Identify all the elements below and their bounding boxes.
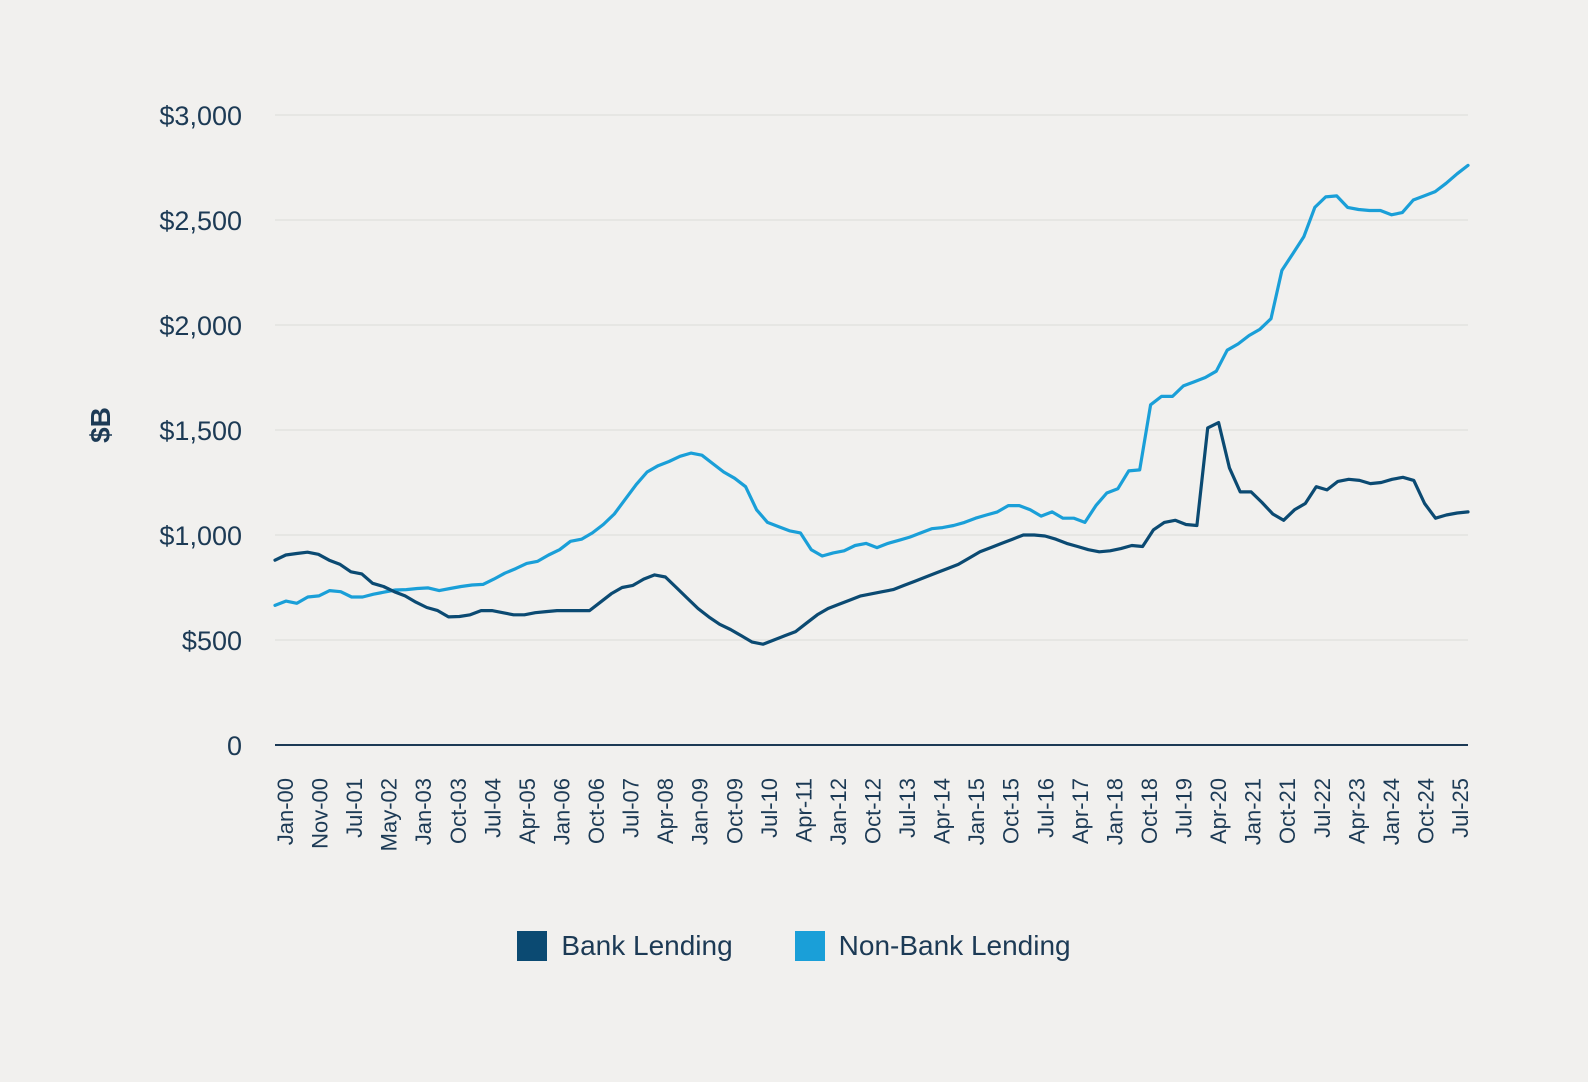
x-tick-label: Jan-06	[549, 778, 574, 845]
y-tick-label: $1,000	[159, 521, 242, 551]
x-tick-label: Oct-03	[446, 778, 471, 844]
gridlines	[275, 114, 1468, 641]
x-tick-label: Jan-09	[688, 778, 713, 845]
y-axis-label: $B	[85, 407, 116, 443]
legend-label-bank: Bank Lending	[561, 930, 733, 961]
x-tick-label: Jan-12	[826, 778, 851, 845]
x-tick-label: Apr-17	[1068, 778, 1093, 844]
legend-swatch-bank	[517, 931, 548, 961]
x-tick-label: Jul-16	[1033, 778, 1058, 838]
x-tick-label: Jul-13	[895, 778, 920, 838]
x-tick-label: Jul-07	[619, 778, 644, 838]
x-tick-label: Oct-06	[584, 778, 609, 844]
x-tick-label: Apr-08	[653, 778, 678, 844]
series-line	[273, 421, 1470, 646]
legend-label-non-bank: Non-Bank Lending	[838, 930, 1071, 961]
y-tick-label: $500	[182, 626, 242, 656]
x-tick-label: Oct-21	[1275, 778, 1300, 844]
legend-item-non-bank: Non-Bank Lending	[794, 930, 1071, 962]
y-tick-label: $1,500	[159, 416, 242, 446]
x-tick-label: Oct-18	[1137, 778, 1162, 844]
x-tick-label: Jul-25	[1448, 778, 1473, 838]
y-tick-label: $3,000	[159, 101, 242, 131]
x-tick-label: Jan-00	[273, 778, 298, 845]
legend-item-bank: Bank Lending	[517, 930, 733, 962]
x-tick-label: Apr-11	[791, 778, 816, 842]
x-tick-label: Jan-18	[1102, 778, 1127, 845]
x-tick-label: Apr-05	[515, 778, 540, 844]
x-tick-label: Jan-21	[1241, 778, 1266, 845]
x-tick-label: Oct-12	[861, 778, 886, 844]
y-tick-label: 0	[227, 731, 242, 761]
x-tick-label: Oct-15	[999, 778, 1024, 844]
x-tick-label: Jul-04	[480, 778, 505, 838]
x-tick-label: Jan-15	[964, 778, 989, 845]
series-line	[273, 163, 1470, 608]
x-axis-ticks: Jan-00 Nov-00 Jul-01 May-02 Jan-03 Oct-03 Jul-…	[273, 778, 1473, 851]
x-tick-label: Jan-24	[1379, 778, 1404, 845]
y-tick-label: $2,500	[159, 206, 242, 236]
x-tick-label: Jul-10	[757, 778, 782, 838]
x-tick-label: Jan-03	[411, 778, 436, 845]
x-tick-label: Apr-14	[930, 778, 955, 844]
legend: Bank Lending Non-Bank Lending	[0, 930, 1588, 962]
series-lines	[273, 163, 1470, 646]
chart-canvas: 0 $500 $1,000 $1,500 $2,000 $2,500 $3,000 $B J…	[85, 101, 1473, 851]
legend-swatch-non-bank	[794, 931, 825, 961]
x-tick-label: Jul-22	[1310, 778, 1335, 838]
x-tick-label: Oct-09	[722, 778, 747, 844]
x-tick-label: Apr-23	[1344, 778, 1369, 844]
y-tick-label: $2,000	[159, 311, 242, 341]
x-tick-label: May-02	[377, 778, 402, 851]
x-tick-label: Nov-00	[308, 778, 333, 849]
x-tick-label: Apr-20	[1206, 778, 1231, 844]
x-tick-label: Oct-24	[1413, 778, 1438, 844]
x-tick-label: Jul-01	[342, 778, 367, 838]
y-axis-ticks: 0 $500 $1,000 $1,500 $2,000 $2,500 $3,000	[159, 101, 242, 761]
x-tick-label: Jul-19	[1172, 778, 1197, 838]
